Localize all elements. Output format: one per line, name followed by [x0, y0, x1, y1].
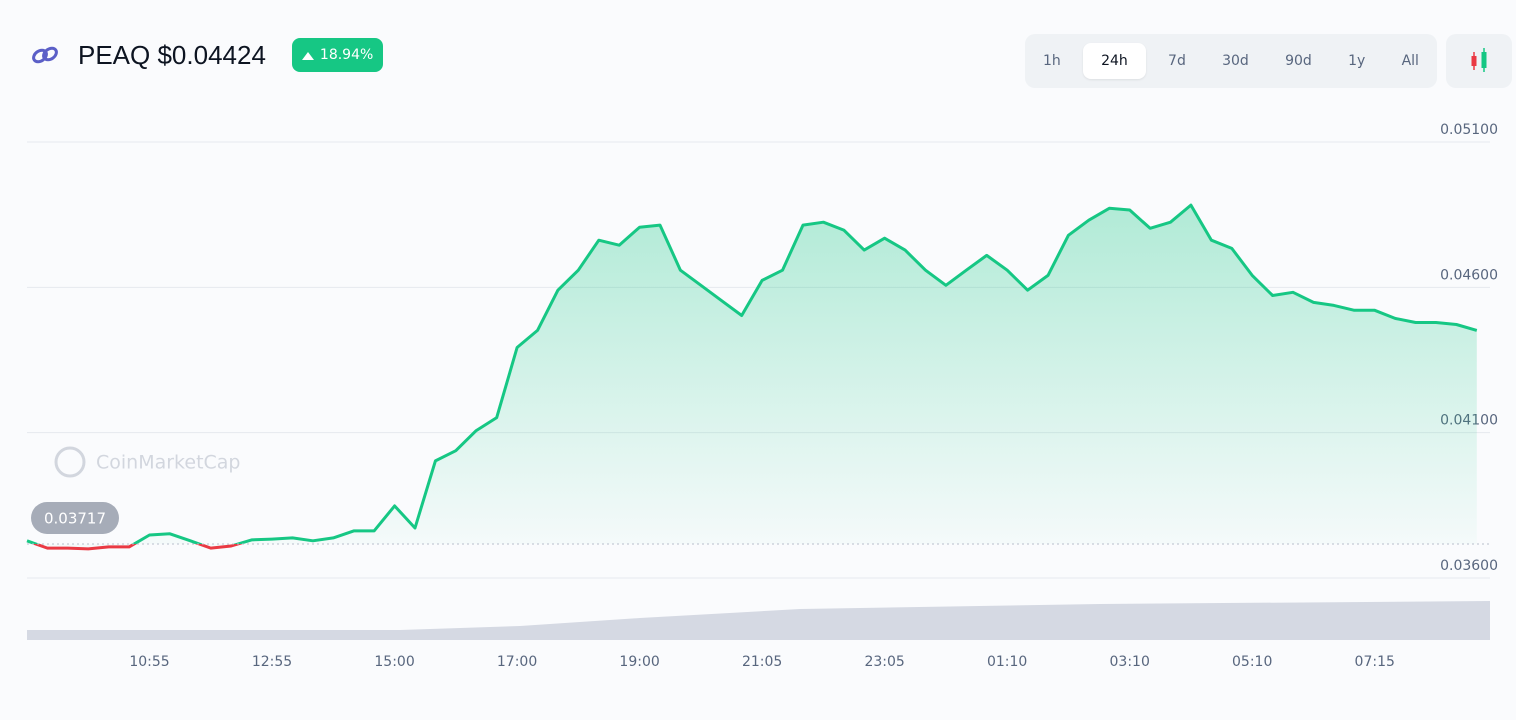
- timeframe-tab[interactable]: 1y: [1348, 53, 1366, 69]
- price-title: PEAQ $0.04424: [78, 39, 266, 70]
- y-tick-label: 0.05100: [1440, 122, 1498, 138]
- candle-icon: [1471, 48, 1487, 72]
- timeframe-tab[interactable]: 24h: [1083, 43, 1146, 79]
- timeframe-tab[interactable]: 30d: [1222, 53, 1249, 69]
- change-badge: 18.94%: [291, 38, 384, 72]
- timeframe-tab[interactable]: 90d: [1285, 53, 1312, 69]
- x-tick-label: 23:05: [864, 654, 904, 670]
- y-tick-label: 0.04600: [1440, 267, 1498, 283]
- x-tick-label: 12:55: [252, 654, 292, 670]
- x-tick-label: 03:10: [1110, 654, 1150, 670]
- change-value: 18.94%: [319, 47, 374, 63]
- timeframe-tabs: 1h 24h 7d 30d 90d 1y All: [1025, 34, 1437, 88]
- x-tick-label: 19:00: [619, 654, 659, 670]
- timeframe-tab[interactable]: 7d: [1168, 53, 1186, 69]
- logo: [32, 46, 58, 64]
- up-arrow: [301, 51, 314, 60]
- x-tick-label: 17:00: [497, 654, 537, 670]
- candle-toggle[interactable]: [1446, 34, 1512, 88]
- reference-label: 0.03717: [44, 509, 106, 527]
- reference-pill: [31, 501, 119, 534]
- x-tick-label: 01:10: [987, 654, 1027, 670]
- timeframe-tab[interactable]: 1h: [1043, 53, 1061, 69]
- timeframe-tab[interactable]: All: [1401, 53, 1419, 69]
- x-tick-label: 21:05: [742, 654, 782, 670]
- watermark: CoinMarketCap: [54, 446, 241, 478]
- x-tick-label: 07:15: [1355, 654, 1395, 670]
- x-tick-label: 10:55: [129, 654, 169, 670]
- price-line: [26, 203, 1478, 551]
- x-tick-label: 15:00: [374, 654, 414, 670]
- header: PEAQ $0.04424 18.94%: [30, 38, 384, 72]
- price-area: [27, 205, 1477, 549]
- y-tick-label: 0.03600: [1440, 558, 1498, 574]
- volume-strip: [27, 601, 1490, 640]
- watermark-text: CoinMarketCap: [96, 452, 241, 474]
- x-tick-label: 05:10: [1232, 654, 1272, 670]
